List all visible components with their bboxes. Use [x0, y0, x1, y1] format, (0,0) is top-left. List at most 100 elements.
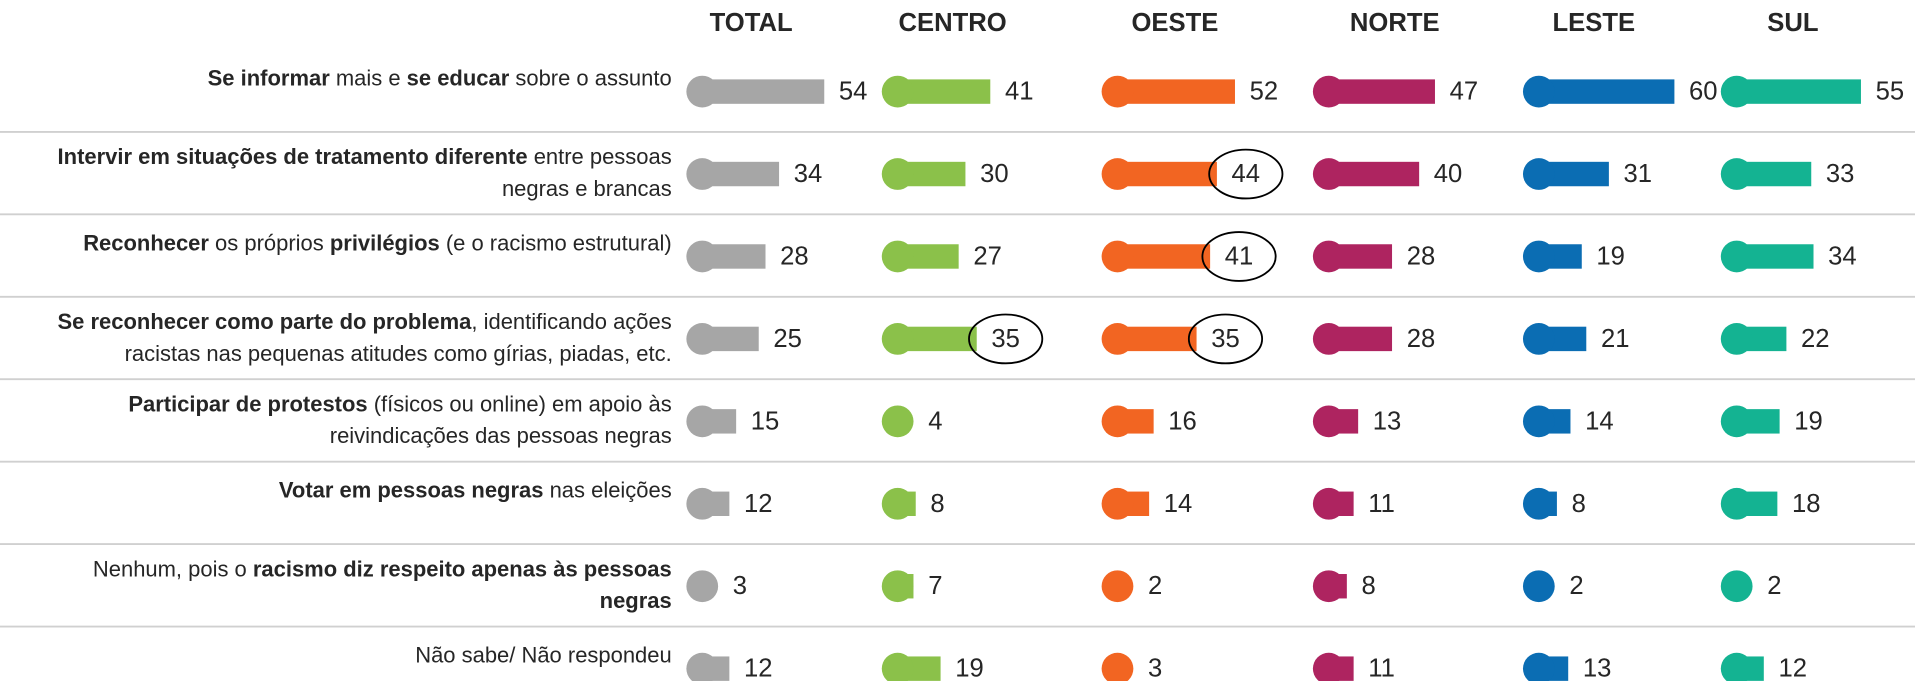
- value-label: 12: [1778, 655, 1807, 681]
- value-label: 60: [1689, 78, 1718, 106]
- value-label: 40: [1434, 160, 1463, 188]
- bar-head: [686, 323, 719, 355]
- label-segment: Nenhum, pois o: [93, 556, 253, 581]
- value-label: 54: [839, 78, 868, 106]
- value-label: 41: [1005, 78, 1034, 106]
- value-label: 30: [980, 160, 1009, 188]
- label-segment: Intervir em situações de tratamento dife…: [58, 144, 528, 169]
- label-segment: racismo diz respeito apenas às pessoas: [253, 556, 672, 581]
- bar-head: [881, 75, 914, 108]
- value-label: 35: [991, 325, 1020, 353]
- bar-head: [1720, 652, 1753, 681]
- value-label: 27: [973, 242, 1002, 270]
- bar-head: [1312, 323, 1345, 355]
- bar-head: [1101, 405, 1134, 438]
- row-label: Reconhecer os próprios privilégios (e o …: [83, 230, 672, 255]
- bar-head: [1101, 570, 1134, 603]
- value-label: 44: [1232, 160, 1261, 188]
- value-label: 11: [1368, 490, 1395, 518]
- bar-head: [1720, 570, 1753, 603]
- label-segment: (e o racismo estrutural): [440, 230, 672, 255]
- bar-head: [1522, 570, 1555, 603]
- value-label: 7: [928, 572, 942, 600]
- bar: [702, 79, 825, 104]
- column-header: CENTRO: [899, 9, 1007, 37]
- bar-head: [881, 652, 914, 681]
- row-label: Se reconhecer como parte do problema, id…: [58, 309, 672, 334]
- highlight-circle: [1208, 148, 1284, 200]
- bar-head: [1312, 240, 1345, 273]
- value-label: 12: [744, 655, 773, 681]
- label-segment: Se informar: [208, 65, 331, 90]
- label-segment: mais e: [330, 65, 407, 90]
- bar-head: [881, 240, 914, 273]
- bar-head: [1101, 240, 1134, 273]
- label-segment: reivindicações das pessoas negras: [330, 423, 672, 448]
- value-label: 3: [1148, 655, 1162, 681]
- bar: [1328, 79, 1435, 104]
- bar-head: [881, 405, 914, 438]
- bar-head: [1312, 487, 1345, 520]
- bar-head: [1522, 158, 1555, 190]
- highlight-circle: [1201, 231, 1277, 282]
- label-segment: (físicos ou online) em apoio às: [368, 391, 672, 416]
- chart-body: Se informar mais e se educar sobre o ass…: [0, 9, 1915, 681]
- label-segment: Participar de protestos: [128, 391, 367, 416]
- label-segment: negras: [600, 588, 672, 613]
- bar-head: [1101, 75, 1134, 108]
- bar-head: [881, 158, 914, 190]
- bar-head: [1720, 405, 1753, 438]
- bar-head: [686, 405, 719, 438]
- bar-head: [686, 75, 719, 108]
- label-segment: Se reconhecer como parte do problema: [58, 309, 473, 334]
- bar-head: [881, 323, 914, 355]
- bar-head: [881, 487, 914, 520]
- column-header: LESTE: [1552, 9, 1635, 37]
- bar-head: [686, 570, 719, 603]
- row-label: Se informar mais e se educar sobre o ass…: [208, 65, 672, 90]
- label-segment: , identificando ações: [471, 309, 671, 334]
- column-header: SUL: [1767, 9, 1818, 37]
- label-segment: Reconhecer: [83, 230, 209, 255]
- highlight-circle: [968, 313, 1044, 365]
- bar-head: [686, 487, 719, 520]
- value-label: 28: [780, 242, 809, 270]
- label-segment: racistas nas pequenas atitudes como gíri…: [125, 341, 672, 366]
- column-header: TOTAL: [710, 9, 793, 37]
- column-header: OESTE: [1131, 9, 1218, 37]
- bar-head: [1522, 652, 1555, 681]
- value-label: 34: [1828, 242, 1857, 270]
- row-label: Participar de protestos (físicos ou onli…: [128, 391, 671, 416]
- value-label: 25: [773, 325, 802, 353]
- label-segment: privilégios: [330, 230, 440, 255]
- value-label: 52: [1250, 78, 1279, 106]
- value-label: 19: [1794, 407, 1823, 435]
- bar-head: [1522, 487, 1555, 520]
- value-label: 8: [1362, 572, 1376, 600]
- label-segment: nas eleições: [543, 477, 671, 502]
- bar-head: [1312, 570, 1345, 603]
- bar: [1117, 161, 1217, 187]
- bar-head: [686, 652, 719, 681]
- row-label: racistas nas pequenas atitudes como gíri…: [125, 341, 672, 366]
- bar-head: [1312, 405, 1345, 438]
- bar-head: [1101, 652, 1134, 681]
- row-label: Não sabe/ Não respondeu: [415, 642, 671, 667]
- value-label: 19: [1596, 242, 1625, 270]
- value-label: 12: [744, 490, 773, 518]
- bar: [1538, 79, 1675, 104]
- bar-head: [1720, 487, 1753, 520]
- label-segment: negras e brancas: [502, 176, 672, 201]
- value-label: 13: [1583, 655, 1612, 681]
- value-label: 28: [1407, 242, 1436, 270]
- value-label: 16: [1168, 407, 1197, 435]
- row-label: reivindicações das pessoas negras: [330, 423, 672, 448]
- value-label: 31: [1624, 160, 1653, 188]
- label-segment: os próprios: [209, 230, 330, 255]
- value-label: 21: [1601, 325, 1630, 353]
- bar-head: [1522, 240, 1555, 273]
- bar: [1736, 79, 1861, 104]
- bar-head: [881, 570, 914, 603]
- value-label: 28: [1407, 325, 1436, 353]
- highlight-circle: [1187, 313, 1264, 365]
